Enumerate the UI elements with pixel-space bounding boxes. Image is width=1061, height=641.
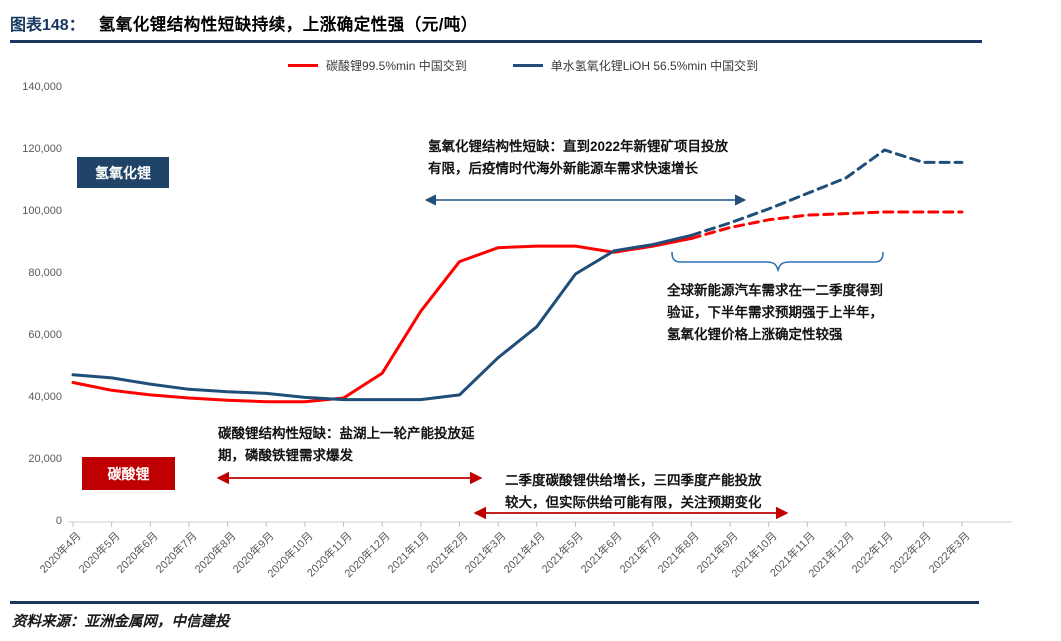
annotation-arrows	[216, 194, 884, 520]
y-tick-label: 20,000	[28, 453, 62, 465]
figure-header: 图表148： 氢氧化锂结构性短缺持续，上涨确定性强（元/吨）	[10, 11, 478, 35]
y-tick-label: 120,000	[22, 143, 62, 155]
x-axis	[68, 521, 1012, 527]
y-tick-label: 140,000	[22, 81, 62, 93]
series-line-forecast-dashed	[689, 148, 964, 237]
series-line-solid	[71, 236, 693, 404]
hydroxide-series-badge: 氢氧化锂	[77, 157, 169, 188]
demand-brace	[671, 251, 884, 273]
legend-line-swatch	[288, 64, 318, 67]
series-line-solid	[71, 233, 693, 402]
legend-item: 单水氢氧化锂LiOH 56.5%min 中国交到	[512, 57, 759, 74]
annotation-ev-demand: 全球新能源汽车需求在一二季度得到 验证，下半年需求预期强于上半年， 氢氧化锂价格…	[667, 283, 883, 342]
y-tick-label: 60,000	[28, 329, 62, 341]
y-tick-label: 40,000	[28, 391, 62, 403]
annotation-carbonate-shortage: 碳酸锂结构性短缺：盐湖上一轮产能投放延 期，磷酸铁锂需求爆发	[218, 426, 475, 463]
y-tick-label: 0	[55, 515, 62, 527]
legend-label: 单水氢氧化锂LiOH 56.5%min 中国交到	[550, 59, 759, 73]
y-tick-label: 100,000	[22, 205, 62, 217]
annotation-supply-outlook: 二季度碳酸锂供给增长，三四季度产能投放 较大，但实际供给可能有限，关注预期变化	[505, 473, 762, 510]
title-divider-rule	[10, 40, 982, 43]
figure-number-label: 图表148：	[10, 17, 85, 34]
legend-line-swatch	[512, 64, 543, 67]
footer-divider-rule	[10, 601, 979, 604]
annotation-hydroxide-shortage: 氢氧化锂结构性短缺：直到2022年新锂矿项目投放 有限，后疫情时代海外新能源车需…	[428, 139, 729, 176]
y-tick-label: 80,000	[28, 267, 62, 279]
price-series-lines	[71, 148, 964, 404]
series-line-forecast-dashed	[689, 210, 964, 240]
legend-label: 碳酸锂99.5%min 中国交到	[326, 59, 467, 73]
figure-title: 氢氧化锂结构性短缺持续，上涨确定性强（元/吨）	[98, 16, 478, 34]
chart-legend: 碳酸锂99.5%min 中国交到 单水氢氧化锂LiOH 56.5%min 中国交到	[288, 57, 758, 74]
carbonate-series-badge: 碳酸锂	[82, 457, 175, 490]
legend-item: 碳酸锂99.5%min 中国交到	[288, 57, 467, 74]
source-note: 资料来源：亚洲金属网，中信建投	[12, 614, 230, 630]
